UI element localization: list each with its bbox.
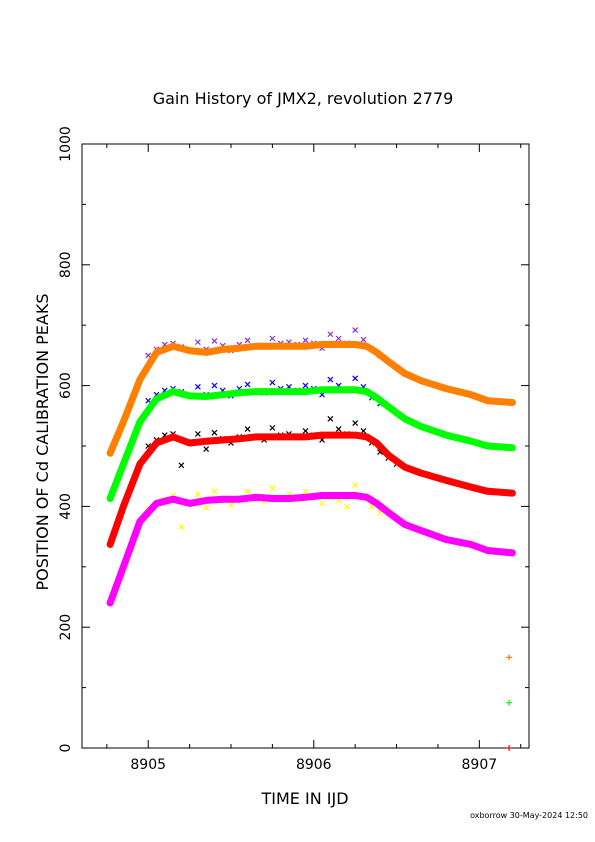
scatter-point (194, 430, 201, 437)
chart-title: Gain History of JMX2, revolution 2779 (153, 89, 454, 108)
scatter-point (360, 336, 367, 343)
scatter-point (302, 488, 309, 495)
y-tick-label: 200 (58, 614, 74, 641)
scatter-point (228, 502, 234, 509)
smoothed-series-line (106, 386, 516, 502)
scatter-point (194, 383, 201, 390)
y-tick-label: 800 (58, 251, 74, 278)
scatter-point (244, 426, 251, 433)
smoothed-series-line (106, 341, 516, 457)
scatter-point (269, 335, 276, 342)
y-tick-label: 1000 (58, 126, 74, 162)
scatter-point (269, 424, 276, 431)
smoothed-curves (106, 341, 516, 607)
y-tick-label: 600 (58, 372, 74, 399)
scatter-point (319, 500, 325, 507)
y-axis: 0 200 400 600 800 1000 (58, 126, 529, 752)
scatter-point (327, 376, 334, 383)
extra-point (506, 654, 513, 661)
scatter-point (302, 337, 309, 344)
footer-stamp: oxborrow 30-May-2024 12:50 (470, 811, 588, 820)
extra-point (506, 699, 513, 706)
scatter-point (352, 420, 359, 426)
scatter-point (343, 503, 350, 510)
x-tick-label: 8906 (296, 757, 332, 773)
scatter-point (178, 524, 185, 530)
x-tick-label: 8905 (130, 757, 166, 773)
scatter-point (269, 379, 276, 386)
scatter-point (352, 482, 359, 489)
scatter-point (244, 337, 251, 344)
scatter-point (244, 381, 251, 388)
scatter-point (203, 446, 210, 452)
scatter-point (211, 337, 218, 344)
x-axis: 8905 8906 8907 (106, 144, 522, 773)
scatter-point (302, 382, 309, 389)
scatter-point (335, 426, 342, 433)
scatter-point (211, 488, 218, 495)
y-tick-label: 0 (58, 744, 74, 753)
scatter-point (211, 429, 218, 436)
scatter-point (327, 331, 334, 338)
y-axis-label: POSITION OF Cd CALIBRATION PEAKS (33, 294, 52, 591)
scatter-point (302, 427, 309, 434)
scatter-point (352, 327, 359, 333)
scatter-point (269, 485, 276, 492)
extra-point (506, 745, 513, 751)
scatter-point (194, 491, 201, 498)
y-tick-label: 400 (58, 493, 74, 520)
scatter-point (352, 375, 359, 382)
scatter-point (203, 504, 210, 511)
scatter-point (360, 427, 367, 434)
smoothed-series-line (106, 492, 516, 607)
scatter-point (211, 382, 218, 389)
scatter-point (178, 462, 185, 469)
smoothed-series-line (106, 431, 516, 548)
scatter-point (327, 415, 334, 422)
scatter-point (244, 488, 251, 495)
extra-points (506, 654, 513, 751)
x-tick-label: 8907 (462, 757, 498, 773)
scatter-point (194, 339, 201, 346)
scatter-point (335, 335, 342, 342)
x-axis-label: TIME IN IJD (260, 789, 348, 808)
